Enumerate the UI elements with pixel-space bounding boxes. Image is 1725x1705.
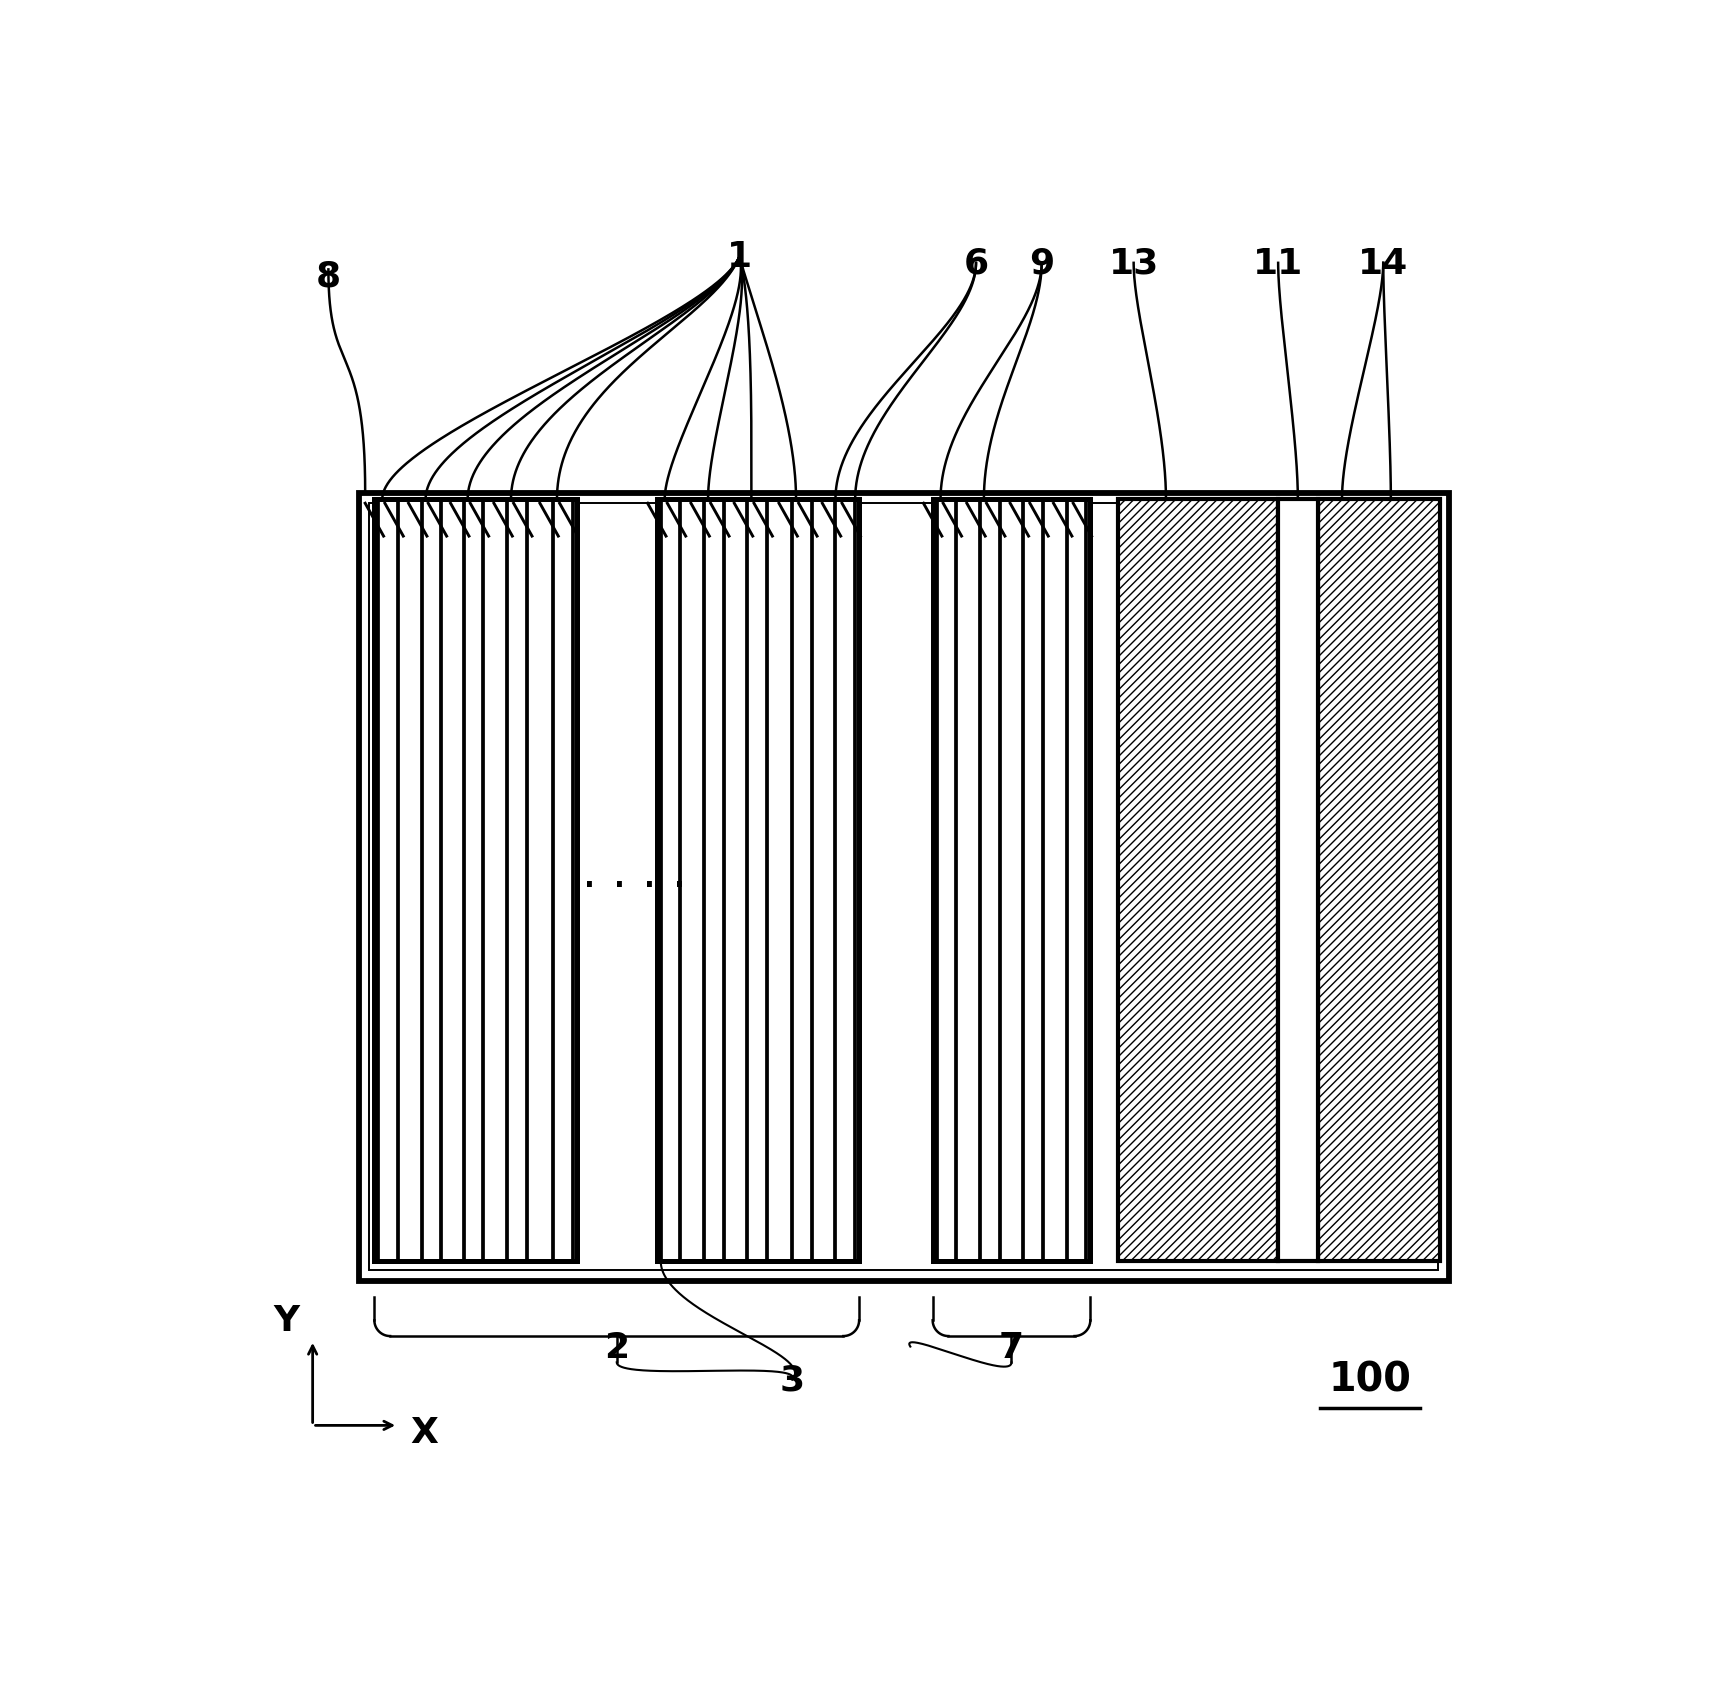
Text: X: X	[411, 1415, 438, 1449]
Text: 13: 13	[1109, 247, 1159, 281]
Bar	[1318, 500, 1440, 1262]
Bar	[1118, 500, 1278, 1262]
Text: 2: 2	[604, 1330, 630, 1364]
Text: Y: Y	[273, 1304, 300, 1337]
Text: 3: 3	[780, 1362, 804, 1396]
Bar	[359, 493, 1449, 1280]
Bar	[369, 505, 1439, 1270]
Text: 14: 14	[1358, 247, 1408, 281]
Text: 8: 8	[316, 259, 342, 293]
Text: 1: 1	[726, 240, 752, 275]
Bar	[374, 500, 576, 1262]
Text: 7: 7	[999, 1330, 1025, 1364]
Text: 11: 11	[1252, 247, 1304, 281]
Text: 100: 100	[1328, 1359, 1411, 1400]
Text: 6: 6	[964, 247, 988, 281]
Bar	[1278, 500, 1318, 1262]
Bar	[933, 500, 1090, 1262]
Bar	[657, 500, 859, 1262]
Text: 9: 9	[1030, 247, 1054, 281]
Text: . . . .: . . . .	[581, 852, 687, 897]
